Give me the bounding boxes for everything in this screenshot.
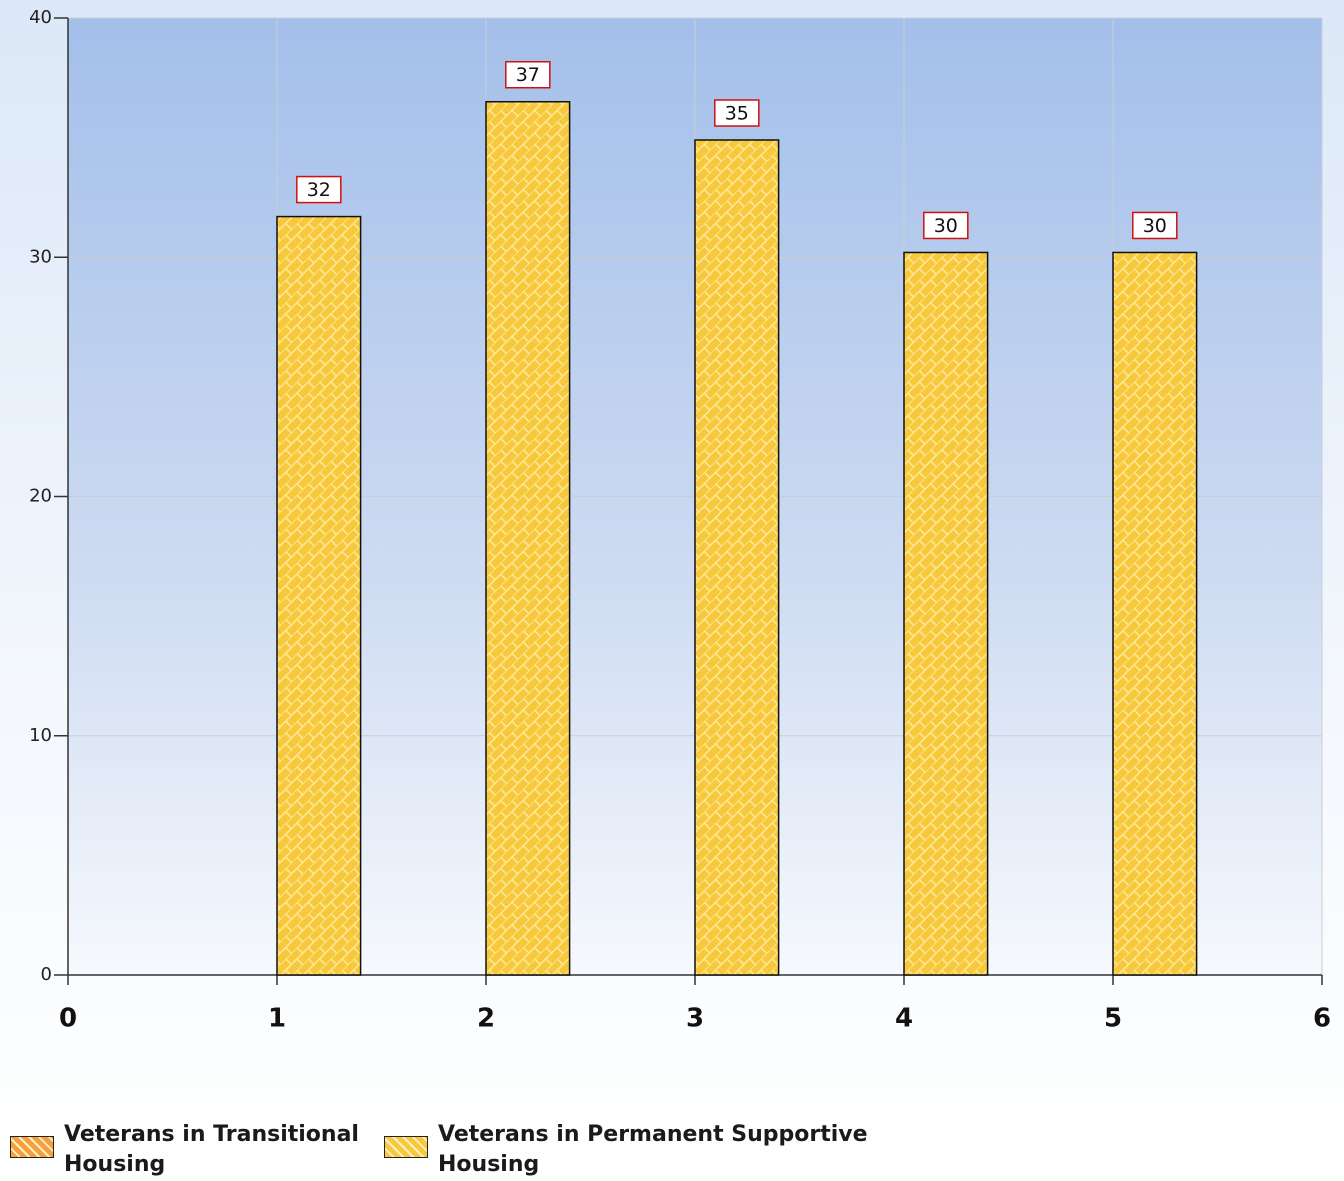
data-label: 30 bbox=[934, 215, 958, 237]
legend-label: Veterans in Permanent Supportive Housing bbox=[438, 1122, 868, 1177]
x-tick-label: 3 bbox=[686, 1004, 704, 1034]
y-tick-label: 40 bbox=[29, 7, 52, 28]
x-tick-label: 0 bbox=[59, 1004, 77, 1034]
bar bbox=[903, 251, 989, 976]
data-label-box bbox=[296, 175, 342, 204]
x-tick-label: 6 bbox=[1313, 1004, 1331, 1034]
chart: 0 10 20 30 40 0 1 2 3 4 5 6 32 37 35 30 30 bbox=[29, 7, 1331, 1034]
x-tick-label: 2 bbox=[477, 1004, 495, 1034]
legend-swatch bbox=[384, 1136, 428, 1158]
data-label-box bbox=[505, 60, 551, 89]
bar bbox=[485, 100, 571, 976]
data-label-box bbox=[1132, 211, 1178, 240]
legend-label: Veterans in Transitional Housing bbox=[64, 1122, 359, 1177]
data-label-box bbox=[923, 211, 969, 240]
y-tick-label: 0 bbox=[41, 964, 52, 985]
bar bbox=[694, 139, 780, 976]
y-tick-label: 30 bbox=[29, 246, 52, 267]
bar bbox=[1112, 251, 1198, 976]
data-label: 37 bbox=[516, 64, 540, 86]
data-label: 35 bbox=[725, 103, 749, 125]
legend-item: Veterans in Transitional Housing bbox=[10, 1120, 364, 1180]
y-tick-label: 20 bbox=[29, 486, 52, 507]
data-label: 30 bbox=[1143, 215, 1167, 237]
x-tick-label: 1 bbox=[268, 1004, 286, 1034]
data-label-box bbox=[714, 99, 760, 127]
bar bbox=[276, 215, 362, 976]
y-tick-label: 10 bbox=[29, 725, 52, 746]
x-tick-label: 4 bbox=[895, 1004, 913, 1034]
x-tick-label: 5 bbox=[1104, 1004, 1122, 1034]
legend-item: Veterans in Permanent Supportive Housing bbox=[384, 1120, 878, 1180]
legend-swatch bbox=[10, 1136, 54, 1158]
data-label: 32 bbox=[307, 179, 331, 201]
